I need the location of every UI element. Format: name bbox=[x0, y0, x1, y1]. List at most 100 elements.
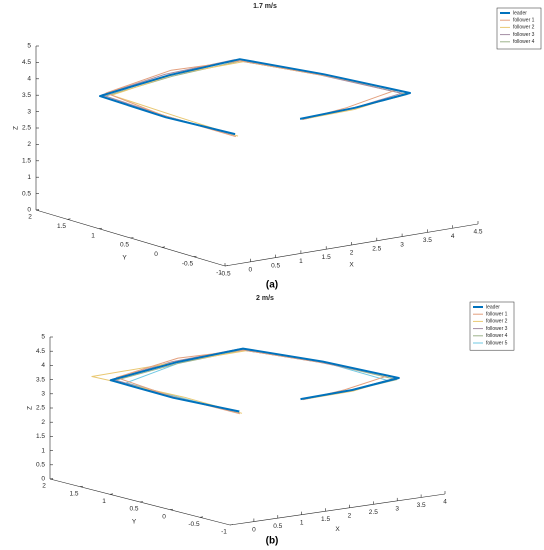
trajectory bbox=[111, 61, 408, 137]
y-tick bbox=[229, 524, 234, 526]
z-tick-label: 0 bbox=[27, 207, 31, 214]
z-tick-label: 4.5 bbox=[36, 348, 45, 355]
y-tick-label: -1 bbox=[221, 529, 227, 536]
z-tick-label: 2.5 bbox=[36, 405, 45, 412]
x-tick-label: 0.5 bbox=[271, 262, 280, 269]
z-tick-label: 5 bbox=[41, 334, 45, 341]
z-axis-label: Z bbox=[13, 126, 20, 130]
z-tick-label: 0 bbox=[41, 476, 45, 483]
y-tick bbox=[224, 265, 229, 267]
z-tick-label: 4 bbox=[41, 362, 45, 369]
caption: (b) bbox=[266, 536, 279, 547]
z-tick-label: 2 bbox=[27, 141, 31, 148]
x-tick-label: 1 bbox=[299, 258, 303, 265]
z-tick-label: 3 bbox=[27, 108, 31, 115]
x-tick-label: 0.5 bbox=[273, 523, 282, 530]
chart-title: 1.7 m/s bbox=[253, 3, 277, 10]
y-tick-label: 0 bbox=[154, 251, 158, 258]
legend-label: follower 4 bbox=[486, 333, 508, 339]
x-axis bbox=[229, 493, 446, 526]
trajectory bbox=[99, 58, 411, 136]
x-axis-label: X bbox=[335, 526, 340, 533]
y-tick bbox=[130, 237, 134, 239]
x-tick-label: 2 bbox=[348, 512, 352, 519]
x-tick-label: 3.5 bbox=[417, 502, 426, 509]
x-tick-label: 0 bbox=[248, 267, 252, 274]
x-tick-label: 1 bbox=[300, 519, 304, 526]
x-tick-label: 1.5 bbox=[322, 254, 331, 261]
legend-label: follower 3 bbox=[513, 32, 535, 38]
z-tick-label: 0.5 bbox=[22, 190, 31, 197]
y-tick-label: 2 bbox=[28, 214, 32, 221]
y-tick bbox=[169, 508, 174, 510]
x-tick-label: 4 bbox=[443, 499, 447, 506]
legend-label: follower 4 bbox=[513, 39, 535, 45]
z-tick-label: 3.5 bbox=[22, 92, 31, 99]
legend-label: follower 3 bbox=[486, 326, 508, 332]
y-tick-label: -0.5 bbox=[182, 260, 194, 267]
trajectory bbox=[105, 60, 397, 138]
y-tick-label: -0.5 bbox=[188, 521, 200, 528]
trajectory bbox=[101, 59, 403, 136]
y-tick-label: 1 bbox=[91, 232, 95, 239]
caption: (a) bbox=[266, 280, 278, 291]
y-tick-label: 0 bbox=[162, 513, 166, 520]
z-axis-label: Z bbox=[27, 406, 34, 410]
y-tick-label: 1.5 bbox=[57, 223, 66, 230]
legend-label: follower 1 bbox=[486, 312, 508, 318]
y-tick-label: 1.5 bbox=[69, 490, 78, 497]
legend-label: follower 1 bbox=[513, 18, 535, 24]
trajectory bbox=[112, 348, 397, 414]
legend-label: follower 2 bbox=[486, 319, 508, 325]
x-tick-label: 2 bbox=[350, 250, 354, 257]
x-tick-label: 3.5 bbox=[423, 237, 432, 244]
y-tick-label: 1 bbox=[102, 498, 106, 505]
y-tick bbox=[109, 493, 114, 495]
z-tick-label: 0.5 bbox=[36, 462, 45, 469]
y-tick-label: 2 bbox=[42, 483, 46, 490]
trajectory bbox=[91, 350, 398, 414]
legend-label: follower 2 bbox=[513, 25, 535, 31]
trajectory bbox=[112, 349, 398, 414]
legend-label: leader bbox=[486, 304, 500, 310]
x-tick-label: 1.5 bbox=[321, 516, 330, 523]
y-axis-label: Y bbox=[132, 519, 137, 526]
trajectory bbox=[109, 347, 400, 413]
x-tick-label: 0 bbox=[252, 526, 256, 533]
y-tick bbox=[139, 501, 144, 503]
x-tick-label: -0.5 bbox=[219, 271, 231, 278]
legend-label: follower 5 bbox=[486, 340, 508, 346]
z-tick-label: 5 bbox=[27, 43, 31, 50]
z-tick-label: 2.5 bbox=[22, 125, 31, 132]
y-tick bbox=[98, 227, 103, 229]
x-axis-label: X bbox=[349, 262, 354, 269]
chart-title: 2 m/s bbox=[256, 295, 274, 302]
y-axis-label: Y bbox=[122, 255, 127, 262]
trajectory bbox=[102, 60, 408, 136]
legend-label: leader bbox=[513, 10, 527, 16]
trajectory bbox=[115, 349, 390, 415]
x-tick-label: 4 bbox=[451, 233, 455, 240]
x-tick-label: 3 bbox=[400, 241, 404, 248]
y-tick bbox=[67, 218, 71, 220]
z-tick-label: 1 bbox=[41, 447, 45, 454]
y-tick bbox=[199, 516, 204, 518]
z-tick-label: 3.5 bbox=[36, 376, 45, 383]
x-tick-label: 3 bbox=[395, 506, 399, 513]
z-tick-label: 4 bbox=[27, 76, 31, 83]
x-tick-label: 2.5 bbox=[369, 509, 378, 516]
z-tick-label: 1.5 bbox=[22, 158, 31, 165]
z-tick-label: 2 bbox=[41, 419, 45, 426]
y-tick bbox=[193, 255, 197, 257]
y-tick-label: 0.5 bbox=[129, 506, 138, 513]
legend-box bbox=[469, 301, 515, 351]
z-tick-label: 1 bbox=[27, 174, 31, 181]
x-tick-label: 4.5 bbox=[473, 229, 482, 236]
y-tick-label: -1 bbox=[216, 270, 222, 277]
z-tick-label: 1.5 bbox=[36, 433, 45, 440]
z-tick-label: 4.5 bbox=[22, 59, 31, 66]
x-tick-label: 2.5 bbox=[372, 246, 381, 253]
z-tick-label: 3 bbox=[41, 391, 45, 398]
y-tick bbox=[161, 246, 166, 248]
